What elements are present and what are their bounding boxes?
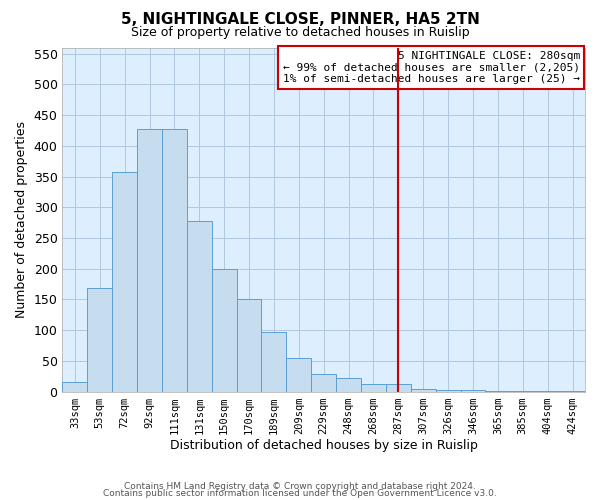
X-axis label: Distribution of detached houses by size in Ruislip: Distribution of detached houses by size … — [170, 440, 478, 452]
Bar — [286, 358, 311, 392]
Bar — [162, 129, 187, 392]
Y-axis label: Number of detached properties: Number of detached properties — [15, 121, 28, 318]
Bar — [336, 378, 361, 392]
Bar — [461, 390, 485, 392]
Text: Size of property relative to detached houses in Ruislip: Size of property relative to detached ho… — [131, 26, 469, 39]
Bar — [236, 300, 262, 392]
Text: 5, NIGHTINGALE CLOSE, PINNER, HA5 2TN: 5, NIGHTINGALE CLOSE, PINNER, HA5 2TN — [121, 12, 479, 28]
Bar — [560, 391, 585, 392]
Bar — [386, 384, 411, 392]
Bar — [62, 382, 88, 392]
Bar — [212, 268, 236, 392]
Bar — [485, 391, 511, 392]
Bar — [535, 391, 560, 392]
Bar — [511, 391, 535, 392]
Text: 5 NIGHTINGALE CLOSE: 280sqm
← 99% of detached houses are smaller (2,205)
1% of s: 5 NIGHTINGALE CLOSE: 280sqm ← 99% of det… — [283, 51, 580, 84]
Bar — [361, 384, 386, 392]
Bar — [88, 288, 112, 392]
Bar — [112, 172, 137, 392]
Bar — [262, 332, 286, 392]
Text: Contains HM Land Registry data © Crown copyright and database right 2024.: Contains HM Land Registry data © Crown c… — [124, 482, 476, 491]
Bar — [137, 129, 162, 392]
Bar — [411, 388, 436, 392]
Bar — [187, 222, 212, 392]
Bar — [311, 374, 336, 392]
Text: Contains public sector information licensed under the Open Government Licence v3: Contains public sector information licen… — [103, 490, 497, 498]
Bar — [436, 390, 461, 392]
